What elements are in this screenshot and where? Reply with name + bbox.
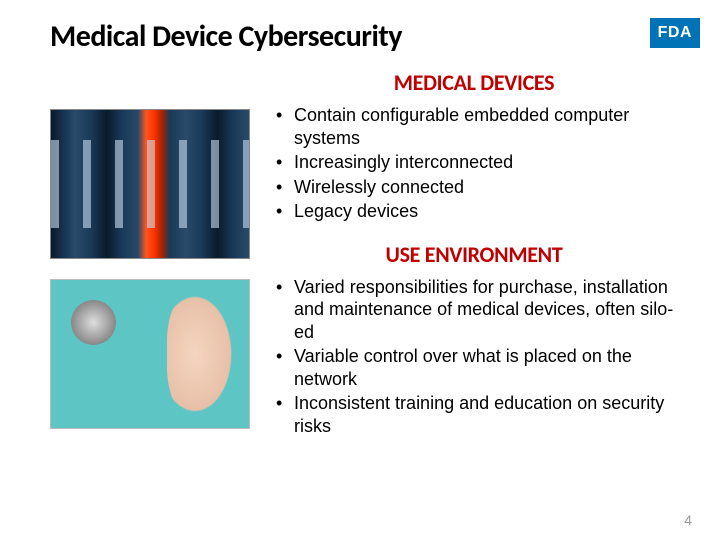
list-item: Increasingly interconnected [274, 151, 680, 174]
image-column [50, 109, 250, 439]
list-item: Varied responsibilities for purchase, in… [274, 276, 680, 344]
section-heading-environment: USE ENVIRONMENT [268, 241, 680, 268]
section-heading-devices: MEDICAL DEVICES [268, 69, 680, 96]
slide-header: Medical Device Cybersecurity FDA [50, 18, 690, 55]
bullet-list-environment: Varied responsibilities for purchase, in… [268, 276, 680, 438]
page-number: 4 [684, 512, 692, 528]
slide-title: Medical Device Cybersecurity [50, 18, 402, 55]
slide: Medical Device Cybersecurity FDA MEDICAL… [0, 0, 720, 540]
padlocks-image [50, 109, 250, 259]
list-item: Wirelessly connected [274, 176, 680, 199]
text-column: MEDICAL DEVICES Contain configurable emb… [268, 69, 690, 439]
list-item: Legacy devices [274, 200, 680, 223]
list-item: Variable control over what is placed on … [274, 345, 680, 390]
list-item: Contain configurable embedded computer s… [274, 104, 680, 149]
content-area: MEDICAL DEVICES Contain configurable emb… [50, 69, 690, 439]
medical-device-image [50, 279, 250, 429]
list-item: Inconsistent training and education on s… [274, 392, 680, 437]
bullet-list-devices: Contain configurable embedded computer s… [268, 104, 680, 223]
fda-logo: FDA [650, 18, 700, 48]
